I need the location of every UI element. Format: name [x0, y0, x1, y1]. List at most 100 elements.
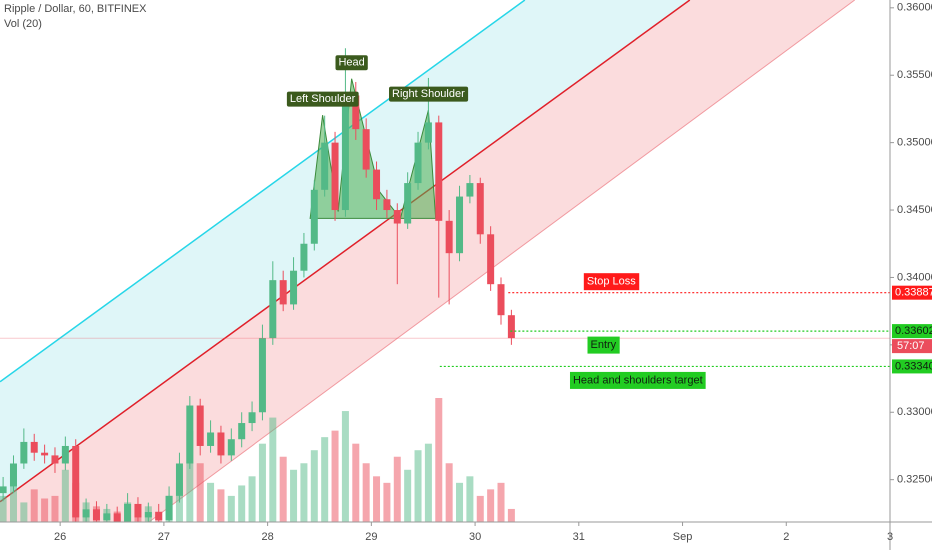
plot-area	[0, 0, 890, 522]
volume-bar	[279, 456, 287, 522]
candle-body	[404, 183, 412, 224]
volume-bar	[51, 495, 59, 522]
candle-body	[9, 463, 17, 487]
volume-bar	[30, 489, 38, 522]
level-price-tag	[892, 324, 932, 339]
candle-body	[113, 513, 121, 522]
candle-body	[290, 270, 298, 305]
volume-bar	[248, 476, 256, 522]
candle-body	[124, 503, 132, 522]
x-tick-label: 31	[573, 531, 585, 543]
volume-bar	[61, 469, 69, 522]
volume-bar	[9, 476, 17, 522]
candle-body	[331, 142, 339, 211]
candle-body	[414, 142, 422, 184]
candle-body	[51, 455, 59, 464]
candle-body	[445, 220, 453, 254]
channel-line	[0, 0, 526, 383]
candle-body	[165, 495, 173, 521]
level-label-box	[587, 336, 620, 354]
candle-body	[155, 512, 163, 521]
volume-label: Vol (20)	[4, 18, 42, 30]
volume-bar	[331, 430, 339, 522]
level-price-label: 0.33887	[895, 287, 932, 299]
volume-bar	[217, 489, 225, 522]
candle-body	[466, 183, 474, 197]
volume-bar	[414, 450, 422, 522]
candle-body	[476, 183, 484, 235]
level-price-tag	[892, 285, 932, 300]
candle-body	[321, 142, 329, 190]
level-label: Head and shoulders target	[573, 374, 703, 386]
volume-bar	[310, 450, 318, 522]
volume-bar	[20, 502, 28, 522]
volume-bar	[207, 482, 215, 522]
candle-body	[227, 439, 235, 456]
y-tick-label: 0.36000	[897, 2, 932, 14]
candle-body	[487, 234, 495, 285]
candle-body	[20, 441, 28, 464]
pattern-label: Left Shoulder	[290, 93, 356, 105]
pattern-label-box	[389, 86, 469, 102]
candle-body	[352, 95, 360, 130]
volume-bar	[258, 443, 266, 522]
candle-body	[341, 95, 349, 211]
candle-body	[456, 196, 464, 254]
level-label: Entry	[591, 339, 617, 351]
x-tick-label: 27	[158, 531, 170, 543]
pattern-label: Head	[338, 57, 364, 69]
volume-bar	[196, 463, 204, 522]
candle-body	[248, 412, 256, 424]
volume-bar	[445, 463, 453, 522]
volume-bar	[290, 469, 298, 522]
volume-bar	[362, 463, 370, 522]
candle-body	[507, 315, 515, 339]
candle-body	[279, 280, 287, 305]
candle-body	[300, 243, 308, 271]
candle-body	[310, 189, 318, 244]
volume-bar	[0, 495, 7, 522]
candle-body	[497, 284, 505, 316]
candle-body	[103, 513, 111, 521]
x-tick-label: 2	[783, 531, 789, 543]
candle-body	[217, 432, 225, 456]
volume-bar	[341, 411, 349, 522]
candle-body	[269, 280, 277, 339]
volume-bar	[456, 482, 464, 522]
candle-body	[424, 122, 432, 143]
level-price-tag	[892, 359, 932, 374]
pattern-label-box	[286, 91, 359, 107]
x-tick-label: 3	[887, 531, 893, 543]
volume-bar	[352, 443, 360, 522]
candle-body	[373, 169, 381, 200]
volume-bar	[41, 498, 49, 522]
x-tick-label: Sep	[673, 531, 693, 543]
level-price-label: 0.33602	[895, 325, 932, 337]
volume-bar	[393, 456, 401, 522]
candle-body	[0, 486, 7, 494]
volume-bar	[404, 469, 412, 522]
candle-body	[393, 210, 401, 224]
level-price-label: 0.33340	[895, 360, 932, 372]
volume-bar	[435, 398, 443, 522]
volume-bar	[227, 495, 235, 522]
volume-bar	[373, 476, 381, 522]
candle-body	[175, 463, 183, 496]
countdown-tag	[892, 339, 932, 354]
candle-body	[72, 445, 80, 518]
pattern-label-box	[335, 55, 368, 71]
volume-bar	[186, 430, 194, 522]
candle-body	[61, 445, 69, 464]
x-tick-label: 29	[365, 531, 377, 543]
level-label-box	[583, 273, 640, 291]
candle-body	[362, 129, 370, 170]
volume-bar	[269, 417, 277, 522]
countdown-label: 57:07	[897, 340, 925, 352]
level-label-box	[569, 371, 706, 389]
